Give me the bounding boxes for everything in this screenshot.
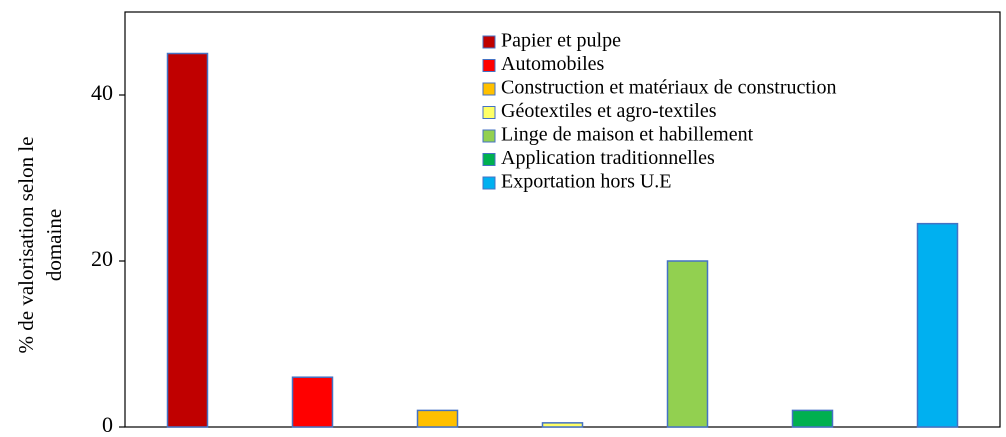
legend-label: Linge de maison et habillement	[501, 124, 754, 146]
y-axis-label: % de valorisation selon le domaine	[14, 137, 66, 354]
y-tick-label: 40	[91, 80, 113, 105]
legend-swatch	[482, 153, 496, 166]
bar	[166, 52, 209, 428]
legend-swatch	[482, 35, 496, 49]
legend-label: Exportation hors U.E	[501, 171, 672, 193]
legend-swatch	[482, 176, 496, 190]
y-tick-label: 0	[102, 412, 113, 437]
legend-label: Papier et pulpe	[501, 30, 621, 52]
y-tick-label: 20	[91, 246, 113, 271]
y-axis-label-line: % de valorisation selon le	[14, 137, 38, 354]
legend-label: Automobiles	[501, 53, 605, 75]
legend-swatch	[482, 106, 496, 119]
legend-swatch	[482, 59, 496, 72]
bar	[416, 409, 459, 428]
bar	[291, 376, 334, 428]
legend-swatch	[482, 82, 496, 96]
bar	[916, 222, 959, 428]
legend-label: Géotextiles et agro-textiles	[501, 100, 717, 122]
bar	[791, 409, 834, 428]
bar	[541, 422, 584, 428]
bar	[666, 260, 709, 428]
y-axis-label-line: domaine	[42, 209, 66, 281]
legend-label: Construction et matériaux de constructio…	[501, 77, 836, 99]
legend-swatch	[482, 129, 496, 143]
legend-label: Application traditionnelles	[501, 147, 715, 169]
